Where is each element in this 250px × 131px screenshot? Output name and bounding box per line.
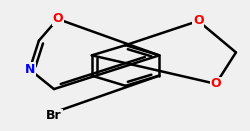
Text: N: N [24, 63, 35, 76]
Text: O: O [52, 12, 63, 26]
Text: O: O [192, 14, 203, 28]
Text: Br: Br [46, 109, 62, 122]
Text: O: O [210, 77, 220, 90]
